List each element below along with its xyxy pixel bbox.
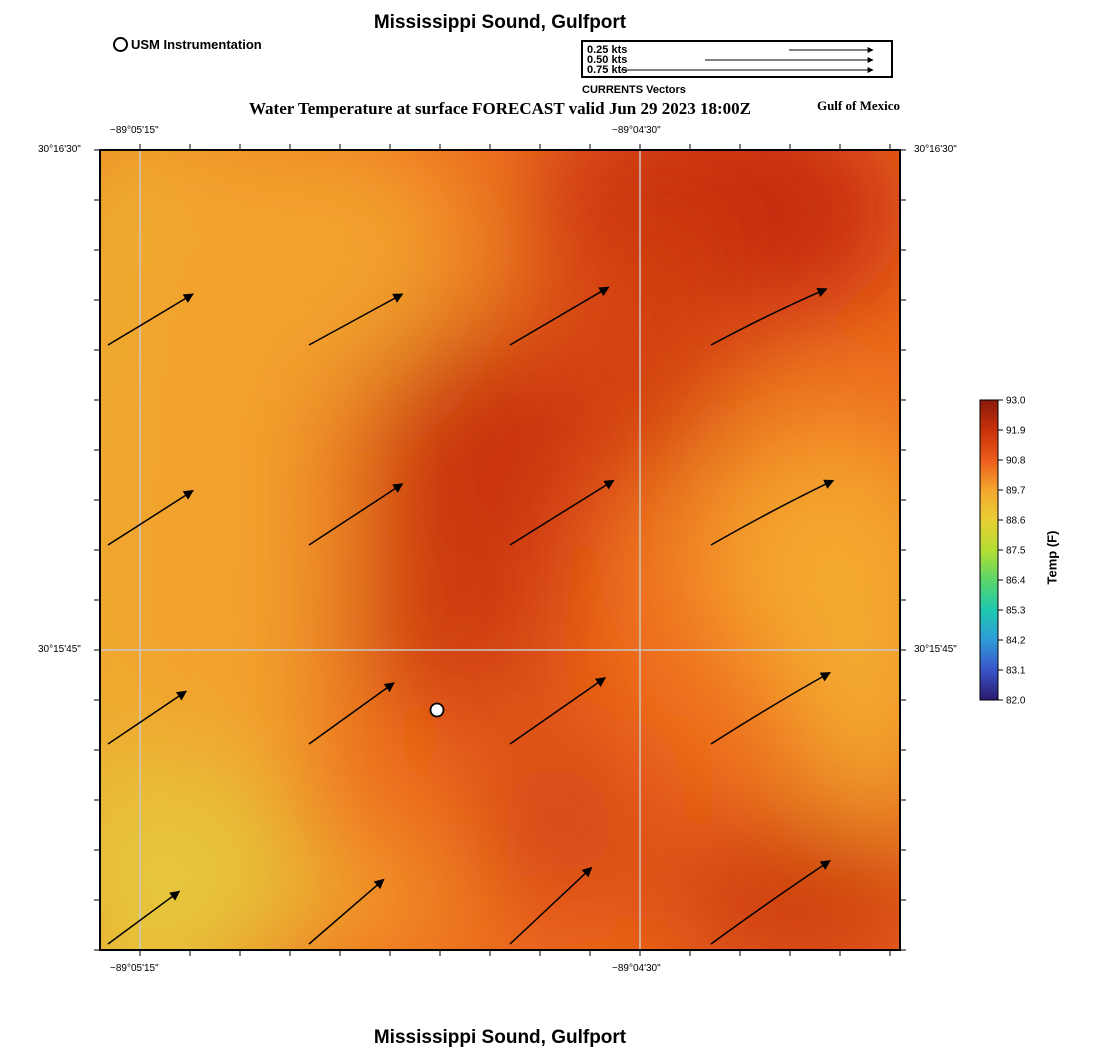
colorbar-tick-label: 89.7 bbox=[1006, 486, 1026, 497]
vector-legend-label-1: 0.25 kts bbox=[587, 44, 628, 56]
lat-label-right-north: 30°16'30" bbox=[914, 144, 957, 155]
colorbar-tick-label: 82.0 bbox=[1006, 696, 1026, 707]
map-ticks bbox=[94, 144, 906, 956]
current-vector-arrow bbox=[509, 677, 607, 745]
instrument-legend-label: USM Instrumentation bbox=[131, 37, 262, 52]
colorbar-title: Temp (F) bbox=[1044, 530, 1060, 585]
site-title: Mississippi Sound, Gulfport bbox=[373, 12, 627, 33]
current-vector-arrow bbox=[107, 890, 181, 945]
current-vectors bbox=[107, 286, 835, 945]
current-vector-arrow bbox=[710, 671, 831, 745]
current-vector-arrow bbox=[308, 483, 404, 546]
region-label: Gulf of Mexico bbox=[816, 98, 900, 113]
colorbar-tick-label: 93.0 bbox=[1006, 396, 1026, 407]
lat-label-left-north: 30°16'30" bbox=[38, 144, 81, 155]
lon-label-top-west: −89°05'15" bbox=[110, 125, 159, 136]
current-vector-arrow bbox=[308, 293, 404, 346]
current-vector-arrow bbox=[509, 866, 593, 945]
lon-label-bottom-west: −89°05'15" bbox=[110, 963, 159, 974]
vector-legend-box: 0.25 kts 0.50 kts 0.75 kts bbox=[581, 40, 893, 78]
lat-label-right-south: 30°15'45" bbox=[914, 644, 957, 655]
current-vector-arrow bbox=[107, 690, 188, 745]
vector-legend-label-2: 0.50 kts bbox=[587, 54, 628, 66]
footer-title: Mississippi Sound, Gulfport bbox=[373, 1027, 627, 1048]
current-vector-arrow bbox=[107, 293, 194, 346]
current-vector-arrow bbox=[509, 286, 610, 346]
colorbar-tick-label: 85.3 bbox=[1006, 606, 1026, 617]
current-vector-arrow bbox=[308, 878, 385, 945]
colorbar-gradient bbox=[979, 399, 999, 701]
temperature-field bbox=[100, 150, 900, 950]
colorbar-tick-label: 86.4 bbox=[1006, 576, 1026, 587]
instrument-station-marker[interactable] bbox=[429, 702, 445, 718]
vector-legend-label-3: 0.75 kts bbox=[587, 64, 628, 76]
current-vector-arrow bbox=[509, 479, 615, 546]
open-circle-icon bbox=[113, 37, 128, 52]
current-vector-arrow bbox=[710, 479, 835, 546]
colorbar-tick-label: 90.8 bbox=[1006, 456, 1026, 467]
lon-label-bottom-east: −89°04'30" bbox=[612, 963, 661, 974]
colorbar-tick-label: 88.6 bbox=[1006, 516, 1026, 527]
map-title: Water Temperature at surface FORECAST va… bbox=[249, 99, 751, 118]
vector-legend-caption: CURRENTS Vectors bbox=[582, 84, 686, 96]
current-vector-arrow bbox=[710, 860, 831, 945]
colorbar-tick-label: 91.9 bbox=[1006, 426, 1026, 437]
colorbar: 82.0 83.1 84.2 85.3 86.4 87.5 88.6 89.7 90.8 91.9… bbox=[979, 396, 1026, 707]
current-vector-arrow bbox=[308, 682, 395, 745]
instrument-legend: USM Instrumentation bbox=[113, 37, 262, 52]
current-vector-arrow bbox=[107, 489, 194, 546]
vector-legend-arrows bbox=[621, 47, 874, 73]
colorbar-tick-label: 84.2 bbox=[1006, 636, 1026, 647]
current-vector-arrow bbox=[710, 287, 828, 346]
lon-label-top-east: −89°04'30" bbox=[612, 125, 661, 136]
colorbar-tick-label: 87.5 bbox=[1006, 546, 1026, 557]
lat-label-left-south: 30°15'45" bbox=[38, 644, 81, 655]
colorbar-tick-label: 83.1 bbox=[1006, 666, 1026, 677]
